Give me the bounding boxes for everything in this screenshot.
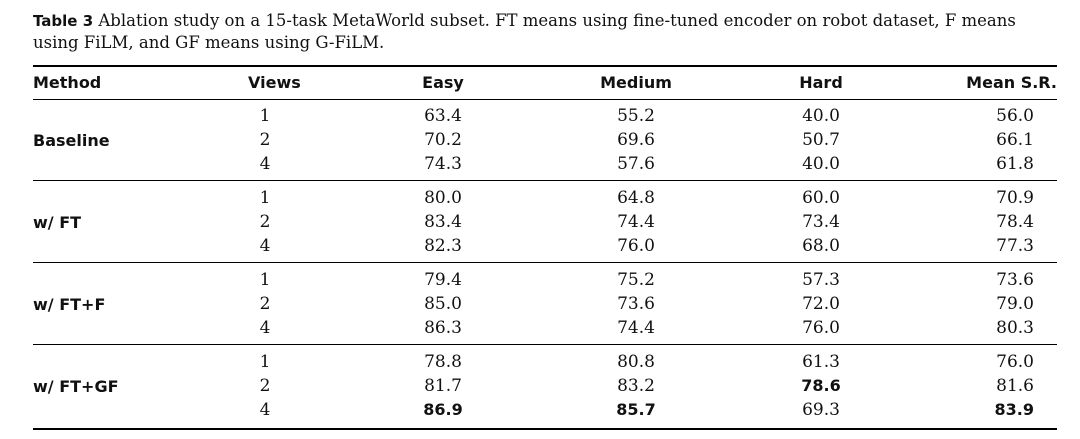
method-label: Baseline (33, 131, 110, 150)
cell-mean: 79.0 (996, 294, 1034, 314)
method-label: w/ FT (33, 213, 82, 232)
cell-views: 2 (259, 212, 271, 232)
cell-medium: 57.6 (617, 154, 655, 174)
cell-mean: 76.0 (996, 352, 1034, 372)
table-caption: Table 3 Ablation study on a 15-task Meta… (33, 10, 1063, 54)
cell-medium: 55.2 (617, 106, 655, 126)
cell-views: 2 (259, 376, 271, 396)
cell-easy: 70.2 (424, 130, 462, 150)
cell-medium: 74.4 (617, 212, 655, 232)
cell-hard: 76.0 (802, 318, 840, 338)
cell-easy: 74.3 (424, 154, 462, 174)
cell-easy: 80.0 (424, 188, 462, 208)
cell-views: 1 (259, 270, 271, 290)
cell-hard: 40.0 (802, 106, 840, 126)
cell-views: 4 (259, 318, 271, 338)
cell-mean: 56.0 (996, 106, 1034, 126)
table-bottom-rule (33, 428, 1057, 430)
column-header-method: Method (33, 73, 102, 92)
cell-views: 4 (259, 154, 271, 174)
group-separator (33, 344, 1057, 345)
cell-medium: 74.4 (617, 318, 655, 338)
cell-mean: 70.9 (996, 188, 1034, 208)
method-label: w/ FT+F (33, 295, 106, 314)
cell-easy: 82.3 (424, 236, 462, 256)
column-header-views: Views (248, 73, 301, 92)
cell-mean: 61.8 (996, 154, 1034, 174)
cell-views: 1 (259, 106, 271, 126)
cell-views: 4 (259, 400, 271, 420)
table-caption-label: Table 3 (33, 12, 94, 30)
cell-hard: 50.7 (802, 130, 840, 150)
cell-hard: 40.0 (802, 154, 840, 174)
cell-views: 4 (259, 236, 271, 256)
cell-easy: 81.7 (424, 376, 462, 396)
group-separator (33, 180, 1057, 181)
cell-easy: 86.9 (423, 400, 463, 419)
cell-easy: 79.4 (424, 270, 462, 290)
cell-easy: 78.8 (424, 352, 462, 372)
cell-hard: 69.3 (802, 400, 840, 420)
cell-hard: 78.6 (801, 376, 841, 395)
cell-medium: 75.2 (617, 270, 655, 290)
cell-hard: 68.0 (802, 236, 840, 256)
cell-medium: 85.7 (616, 400, 656, 419)
cell-mean: 66.1 (996, 130, 1034, 150)
cell-mean: 80.3 (996, 318, 1034, 338)
group-separator (33, 262, 1057, 263)
cell-mean: 83.9 (994, 400, 1034, 419)
cell-mean: 81.6 (996, 376, 1034, 396)
column-header-easy: Easy (422, 73, 464, 92)
cell-easy: 86.3 (424, 318, 462, 338)
column-header-medium: Medium (600, 73, 672, 92)
cell-easy: 63.4 (424, 106, 462, 126)
cell-hard: 57.3 (802, 270, 840, 290)
method-label: w/ FT+GF (33, 377, 119, 396)
cell-medium: 80.8 (617, 352, 655, 372)
cell-views: 2 (259, 294, 271, 314)
cell-hard: 73.4 (802, 212, 840, 232)
cell-hard: 72.0 (802, 294, 840, 314)
cell-mean: 77.3 (996, 236, 1034, 256)
cell-medium: 83.2 (617, 376, 655, 396)
cell-mean: 73.6 (996, 270, 1034, 290)
cell-views: 1 (259, 188, 271, 208)
column-header-mean-sr: Mean S.R. (966, 73, 1057, 92)
cell-views: 1 (259, 352, 271, 372)
table-caption-text: Ablation study on a 15-task MetaWorld su… (33, 11, 1016, 52)
table-top-rule (33, 65, 1057, 67)
cell-hard: 60.0 (802, 188, 840, 208)
cell-easy: 83.4 (424, 212, 462, 232)
header-rule (33, 99, 1057, 100)
cell-medium: 64.8 (617, 188, 655, 208)
cell-hard: 61.3 (802, 352, 840, 372)
cell-views: 2 (259, 130, 271, 150)
cell-mean: 78.4 (996, 212, 1034, 232)
cell-medium: 76.0 (617, 236, 655, 256)
cell-easy: 85.0 (424, 294, 462, 314)
cell-medium: 73.6 (617, 294, 655, 314)
column-header-hard: Hard (799, 73, 843, 92)
cell-medium: 69.6 (617, 130, 655, 150)
